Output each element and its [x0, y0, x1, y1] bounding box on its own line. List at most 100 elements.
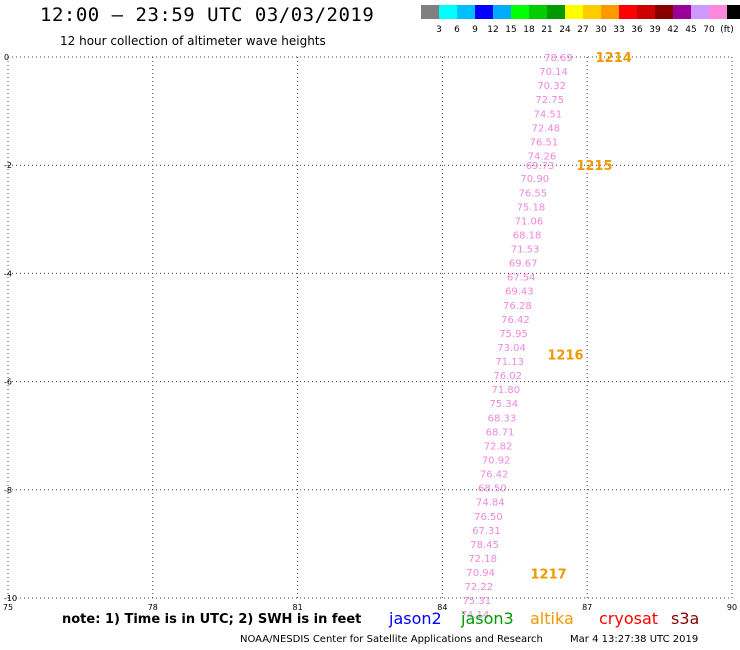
y-tick-label: -10: [4, 594, 17, 603]
wave-height-reading: 70.14: [539, 67, 568, 78]
wave-height-reading: 72.22: [464, 582, 493, 593]
scale-swatch: [691, 5, 709, 19]
wave-height-reading: 73.04: [497, 343, 526, 354]
wave-height-reading: 70.94: [466, 568, 495, 579]
wave-height-reading: 72.48: [532, 123, 561, 134]
wave-height-reading: 72.18: [468, 554, 497, 565]
scale-swatch: [457, 5, 475, 19]
wave-height-reading: 74.26: [528, 151, 557, 162]
wave-height-reading: 74.51: [533, 109, 562, 120]
x-tick-label: 87: [582, 603, 592, 612]
wave-height-reading: 74.84: [476, 498, 505, 509]
map-title: 12:00 – 23:59 UTC 03/03/2019: [40, 4, 375, 26]
scale-label: 6: [454, 25, 460, 35]
timestamp-text: Mar 4 13:27:38 UTC 2019: [570, 634, 699, 645]
scale-label: 39: [649, 25, 661, 35]
satellite-cryosat: cryosat: [599, 609, 659, 628]
wave-height-reading: 75.31: [463, 596, 492, 607]
scale-swatch: [583, 5, 601, 19]
scale-swatch: [673, 5, 691, 19]
wave-height-readings: 78.69 70.14 70.32 72.75 74.51 72.48 76.51 74.26…: [461, 53, 573, 621]
wave-height-reading: 67.31: [472, 526, 501, 537]
scale-label: 9: [472, 25, 478, 35]
scale-label: 3: [436, 25, 442, 35]
scale-swatch: [709, 5, 727, 19]
time-label: 1215: [576, 159, 612, 174]
map-grid: [7, 56, 733, 599]
scale-label: 12: [487, 25, 499, 35]
wave-height-reading: 68.50: [478, 484, 507, 495]
wave-height-reading: 68.71: [486, 427, 515, 438]
y-tick-label: -4: [4, 269, 12, 278]
satellite-jason3: jason3: [461, 609, 514, 628]
x-tick-label: 81: [293, 603, 303, 612]
wave-height-reading: 76.02: [493, 371, 522, 382]
scale-label: 70: [703, 25, 715, 35]
wave-height-reading: 75.95: [499, 329, 528, 340]
scale-swatch: [421, 5, 439, 19]
scale-swatch: [493, 5, 511, 19]
wave-height-reading: 76.42: [480, 470, 509, 481]
scale-label: 15: [505, 25, 517, 35]
wave-height-reading: 70.90: [520, 174, 549, 185]
scale-label: 42: [667, 25, 679, 35]
wave-height-reading: 74.14: [461, 610, 490, 621]
wave-height-reading: 72.75: [535, 95, 564, 106]
wave-height-reading: 69.73: [526, 161, 555, 172]
wave-height-reading: 71.13: [495, 357, 524, 368]
x-tick-label: 84: [437, 603, 447, 612]
scale-swatch: [475, 5, 493, 19]
time-label: 1216: [547, 349, 583, 364]
satellite-altika: altika: [530, 609, 574, 628]
scale-label: 45: [685, 25, 697, 35]
scale-label: 24: [559, 25, 571, 35]
scale-swatch: [547, 5, 565, 19]
scale-swatch: [655, 5, 673, 19]
footer: NOAA/NESDIS Center for Satellite Applica…: [240, 634, 722, 645]
scale-swatch: [439, 5, 457, 19]
scale-label: (ft): [720, 25, 734, 35]
scale-swatch: [511, 5, 529, 19]
wave-height-reading: 71.53: [511, 245, 540, 256]
wave-height-reading: 67.54: [507, 273, 536, 284]
wave-height-reading: 76.51: [530, 137, 559, 148]
wave-height-reading: 69.43: [505, 287, 534, 298]
scale-swatch: [619, 5, 637, 19]
wave-height-reading: 72.82: [484, 441, 513, 452]
y-tick-label: -2: [4, 161, 12, 170]
wave-height-reading: 69.67: [509, 259, 538, 270]
wave-height-reading: 78.69: [544, 53, 573, 64]
wave-height-reading: 76.55: [518, 188, 547, 199]
wave-height-reading: 70.92: [482, 456, 511, 467]
satellite-jason2: jason2: [389, 609, 442, 628]
time-labels: 1214 1215 1216 1217: [530, 51, 631, 583]
wave-height-reading: 75.34: [490, 399, 519, 410]
time-label: 1217: [530, 568, 566, 583]
satellite-s3a: s3a: [671, 609, 700, 628]
scale-label: 18: [523, 25, 535, 35]
scale-swatch: [529, 5, 547, 19]
time-label: 1214: [596, 51, 632, 66]
scale-label: 21: [541, 25, 553, 35]
y-tick-label: -6: [4, 378, 12, 387]
wave-height-reading: 68.18: [513, 230, 542, 241]
y-tick-label: -8: [4, 486, 12, 495]
scale-swatch: [637, 5, 655, 19]
wave-height-reading: 76.42: [501, 315, 530, 326]
wave-height-reading: 75.18: [517, 202, 546, 213]
wave-height-reading: 70.32: [537, 81, 566, 92]
wave-height-reading: 76.50: [474, 512, 503, 523]
scale-swatch: [565, 5, 583, 19]
x-tick-label: 90: [727, 603, 737, 612]
scale-label: 30: [595, 25, 607, 35]
wave-height-reading: 76.28: [503, 301, 532, 312]
map-subtitle: 12 hour collection of altimeter wave hei…: [60, 34, 326, 48]
wave-height-reading: 78.45: [470, 540, 499, 551]
credit-text: NOAA/NESDIS Center for Satellite Applica…: [240, 634, 543, 645]
wave-height-reading: 71.80: [491, 385, 520, 396]
units-note: note: 1) Time is in UTC; 2) SWH is in fe…: [62, 612, 362, 627]
wave-height-reading: 68.33: [488, 413, 517, 424]
x-tick-label: 78: [148, 603, 158, 612]
scale-label: 27: [577, 25, 589, 35]
